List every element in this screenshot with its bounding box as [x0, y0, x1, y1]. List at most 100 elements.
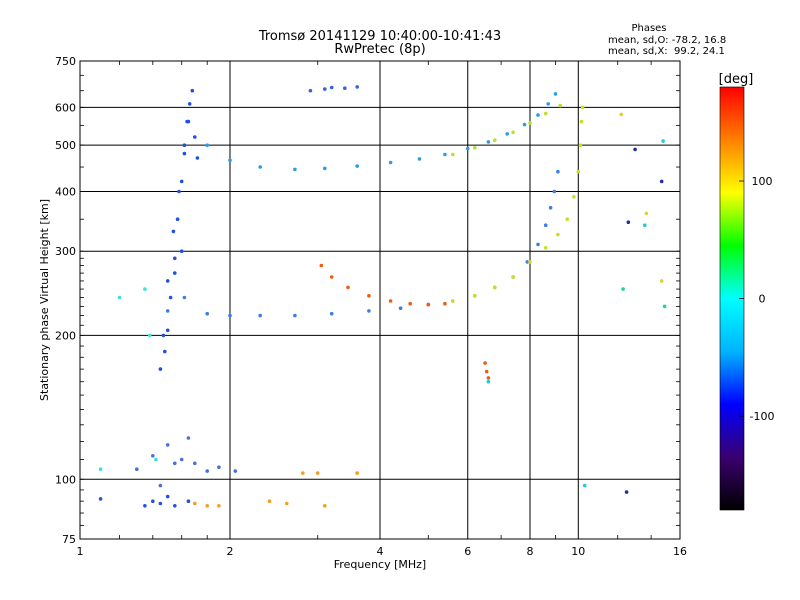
y-tick-label: 600: [55, 101, 76, 114]
data-point: [426, 302, 431, 307]
data-point: [355, 85, 360, 89]
data-point: [171, 229, 176, 234]
chart-subtitle: RwPretec (8p): [334, 42, 425, 57]
data-point: [98, 497, 103, 501]
data-point: [151, 499, 155, 504]
data-point: [388, 299, 393, 303]
data-points: [98, 85, 667, 508]
data-point: [233, 469, 238, 473]
colorbar-label: [deg]: [719, 72, 754, 87]
y-tick-label: 750: [55, 55, 76, 68]
data-point: [323, 87, 327, 91]
data-point: [329, 311, 334, 316]
data-point: [536, 242, 540, 247]
x-axis-label: Frequency [MHz]: [334, 558, 426, 571]
data-point: [465, 146, 470, 151]
data-point: [205, 504, 209, 508]
data-point: [451, 299, 455, 303]
colorbar-tick-label: 100: [752, 175, 773, 188]
data-point: [165, 443, 170, 447]
data-point: [451, 152, 455, 157]
x-tick-label: 10: [571, 545, 585, 558]
phase-info-x: mean, sd,X: 99.2, 24.1: [608, 46, 725, 57]
data-point: [579, 119, 584, 124]
x-tick-label: 1: [77, 545, 84, 558]
data-point: [626, 220, 631, 224]
data-point: [528, 260, 532, 264]
data-point: [217, 465, 221, 470]
data-point: [522, 122, 527, 127]
data-point: [408, 301, 413, 306]
data-point: [329, 275, 334, 279]
colorbar-ticks: 100 0 -100: [739, 175, 774, 423]
data-point: [173, 256, 177, 261]
data-point: [484, 369, 489, 374]
data-point: [173, 271, 177, 275]
data-point: [217, 504, 221, 508]
y-tick-label: 400: [55, 185, 76, 198]
data-point: [308, 88, 313, 93]
data-point: [158, 501, 163, 506]
data-point: [543, 111, 548, 116]
data-point: [558, 103, 562, 108]
data-point: [186, 436, 191, 440]
y-tick-label: 200: [55, 329, 76, 342]
grid: [80, 61, 680, 539]
data-point: [582, 483, 587, 488]
y-axis-ticks: 75 100 200 300 400 500 600 750: [55, 55, 680, 546]
data-point: [528, 121, 532, 125]
data-point: [165, 494, 170, 499]
data-point: [267, 499, 272, 504]
data-point: [493, 285, 497, 290]
data-point: [228, 313, 232, 318]
data-point: [473, 294, 477, 298]
data-point: [258, 313, 263, 318]
data-point: [553, 92, 558, 96]
data-point: [543, 223, 548, 227]
data-point: [556, 169, 560, 174]
data-point: [643, 223, 647, 227]
data-point: [624, 490, 629, 494]
data-point: [179, 179, 184, 184]
data-point: [548, 205, 553, 210]
data-point: [619, 112, 624, 117]
data-point: [143, 504, 147, 508]
colorbar-tick-label: -100: [750, 410, 775, 423]
y-tick-label: 500: [55, 139, 76, 152]
data-point: [186, 499, 191, 504]
data-point: [659, 279, 664, 283]
data-point: [168, 295, 173, 300]
y-axis-label: Stationary phase Virtual Height [km]: [38, 199, 51, 401]
data-point: [659, 179, 664, 184]
data-point: [367, 294, 371, 298]
chart-title: Tromsø 20141129 10:40:00-10:41:43: [258, 29, 501, 44]
data-point: [154, 457, 158, 462]
data-point: [644, 211, 649, 216]
data-point: [543, 246, 548, 250]
data-point: [175, 217, 180, 221]
phase-info-heading: Phases: [631, 23, 666, 34]
data-point: [285, 501, 289, 506]
x-tick-label: 4: [377, 545, 384, 558]
data-point: [319, 263, 324, 268]
data-point: [179, 249, 184, 253]
colorbar-tick-label: 0: [759, 293, 766, 306]
data-point: [205, 469, 209, 473]
data-point: [151, 454, 155, 458]
data-point: [388, 160, 393, 165]
data-point: [556, 232, 560, 237]
data-point: [486, 376, 491, 380]
data-point: [163, 349, 167, 354]
data-point: [525, 260, 530, 264]
data-point: [536, 113, 540, 117]
data-point: [301, 471, 305, 475]
data-point: [367, 309, 371, 313]
data-point: [315, 471, 320, 475]
phase-info-o: mean, sd,O: -78.2, 16.8: [608, 35, 726, 46]
data-point: [578, 143, 583, 147]
data-point: [158, 483, 163, 488]
data-point: [293, 167, 297, 172]
data-point: [182, 295, 187, 300]
data-point: [505, 132, 510, 136]
data-point: [186, 119, 191, 124]
